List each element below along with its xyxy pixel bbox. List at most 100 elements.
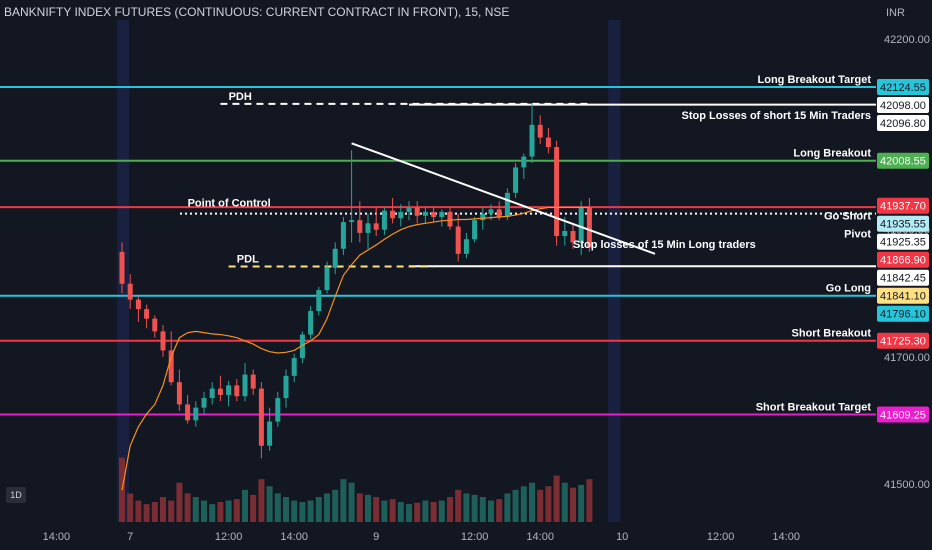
volume-bar [274, 493, 281, 522]
volume-bar [389, 499, 396, 522]
candle [447, 211, 453, 227]
volume-bar [307, 500, 314, 522]
candle [578, 207, 584, 243]
volume-bar [529, 482, 535, 522]
volume-bar [397, 502, 404, 522]
price-badge-bg [877, 115, 929, 132]
candle [226, 385, 232, 395]
volume-bar [561, 482, 568, 522]
annotation-label: Point of Control [188, 198, 271, 210]
volume-bar [184, 493, 191, 522]
x-tick-label: 9 [373, 531, 379, 543]
price-badge-value: 41609.25 [880, 409, 926, 421]
price-badge-value: 41796.10 [880, 309, 926, 321]
y-tick-label: 41700.00 [884, 352, 930, 364]
x-tick-label: 12:00 [215, 531, 243, 543]
price-badge: 41866.90 [877, 251, 929, 268]
volume-bar [242, 489, 248, 522]
vwap-line [121, 206, 590, 491]
candle [340, 222, 346, 249]
candle [554, 147, 560, 237]
volume-bar [209, 504, 216, 522]
volume-bar [266, 486, 273, 522]
volume-bar [365, 494, 371, 522]
volume-bar [570, 487, 576, 522]
price-badge-value: 42008.55 [880, 156, 926, 168]
level-label: Long Breakout Target [758, 74, 872, 86]
price-badge-value: 41935.55 [880, 219, 926, 231]
volume-bar [504, 493, 511, 522]
candle [488, 209, 494, 214]
candle [316, 290, 322, 312]
price-badge: 41842.45 [877, 269, 929, 286]
candle [160, 331, 166, 351]
volume-bar [373, 497, 380, 522]
candle [201, 398, 207, 408]
volume-bar [488, 500, 494, 522]
candle [422, 211, 428, 216]
price-badge-bg [877, 97, 929, 114]
price-badge-value: 41866.90 [880, 255, 926, 267]
chart-title: BANKNIFTY INDEX FUTURES (CONTINUOUS: CUR… [4, 5, 510, 19]
price-badge: 41796.10 [877, 305, 929, 322]
candle [185, 404, 191, 421]
volume-bar [340, 479, 347, 522]
x-tick-label: 14:00 [526, 531, 554, 543]
volume-bar [422, 500, 429, 522]
candle [537, 124, 543, 138]
volume-bar [283, 497, 289, 522]
candle [439, 211, 445, 217]
volume-bar [545, 486, 552, 522]
price-badge-bg [877, 215, 929, 232]
candle [570, 230, 576, 243]
price-badge-value: 41725.30 [880, 336, 926, 348]
price-badge: 42096.80 [877, 115, 929, 132]
annotation-label: PDH [229, 91, 252, 103]
candle [381, 210, 387, 230]
volume-bar [553, 475, 560, 522]
candle [332, 248, 338, 268]
level-label: Stop Losses of short 15 Min Traders [682, 110, 872, 122]
level-label: Short Breakout Target [756, 401, 872, 413]
y-tick-label: 41500.00 [884, 479, 930, 491]
level-label: Pivot [844, 229, 871, 241]
level-label: Short Breakout [792, 328, 872, 340]
candle [193, 407, 199, 421]
price-badge: 41935.55 [877, 215, 929, 232]
volume-bar [217, 502, 224, 522]
price-badge: 42098.00 [877, 97, 929, 114]
candle [480, 213, 486, 221]
volume-bar [537, 489, 544, 522]
volume-bar [471, 494, 478, 522]
price-badge: 41937.70 [877, 197, 929, 214]
price-badge-value: 42124.55 [880, 82, 926, 94]
candle [529, 124, 535, 157]
volume-bar [512, 489, 519, 522]
y-tick-label: 42200.00 [884, 34, 930, 46]
volume-bar [250, 494, 257, 522]
price-badge-bg [877, 269, 929, 286]
price-badge-value: 41925.35 [880, 237, 926, 249]
candle [373, 223, 379, 230]
candle [234, 385, 240, 397]
candle [152, 318, 158, 332]
volume-bar [463, 493, 470, 522]
candle [275, 398, 281, 422]
price-badge-bg [877, 197, 929, 214]
candle [349, 220, 355, 223]
candle [365, 223, 371, 233]
currency-label: INR [886, 7, 905, 19]
candle [308, 311, 314, 335]
price-badge-bg [877, 406, 929, 423]
interval-badge[interactable]: 1D [6, 487, 26, 503]
candle [390, 210, 396, 219]
session-band [608, 20, 621, 522]
volume-bar [176, 482, 183, 522]
volume-bar [324, 493, 330, 522]
price-badge-bg [877, 287, 929, 304]
volume-bar [151, 502, 158, 522]
level-label: Go Short [824, 211, 871, 223]
candle [431, 211, 437, 217]
volume-bar [381, 500, 388, 522]
